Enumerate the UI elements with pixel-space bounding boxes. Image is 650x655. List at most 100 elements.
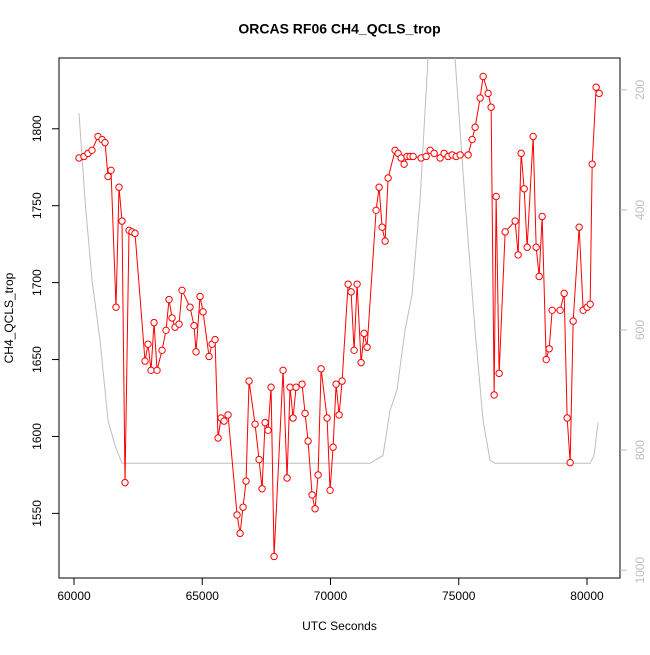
data-point [261, 418, 269, 427]
data-point [372, 206, 380, 215]
y-tick-label: 1650 [30, 346, 44, 373]
data-point [517, 149, 525, 158]
data-point [353, 280, 361, 288]
data-point [575, 223, 583, 231]
data-point [532, 243, 540, 251]
data-point [245, 377, 253, 385]
data-point [381, 237, 389, 245]
data-point [548, 306, 556, 315]
data-point [158, 346, 166, 355]
data-point [335, 411, 343, 419]
y-tick-label: 1700 [30, 269, 44, 296]
data-point [514, 251, 522, 259]
data-point [363, 343, 371, 351]
data-point [501, 228, 509, 236]
chart-title: ORCAS RF06 CH4_QCLS_trop [238, 21, 440, 37]
data-point [397, 154, 405, 162]
data-point [131, 229, 139, 238]
data-point [529, 132, 537, 141]
data-point [569, 317, 577, 325]
data-point [563, 414, 571, 422]
data-point [121, 478, 129, 487]
data-point [384, 174, 392, 182]
data-point [560, 289, 568, 298]
series-line [78, 76, 600, 557]
data-point [175, 320, 183, 328]
data-point [588, 160, 596, 168]
data-point [270, 552, 278, 561]
data-point [220, 417, 228, 425]
data-point [214, 434, 222, 442]
data-point [400, 160, 408, 168]
y-tick-label: 1550 [30, 500, 44, 527]
data-point [168, 314, 176, 322]
data-point [422, 152, 430, 161]
y-tick-label: 1600 [30, 423, 44, 450]
data-point [317, 365, 325, 373]
data-point [436, 154, 444, 162]
data-point [289, 414, 297, 422]
data-point [165, 295, 173, 304]
data-point [178, 286, 186, 295]
data-point [153, 366, 161, 375]
y-tick-label: 1750 [30, 192, 44, 219]
data-point [523, 243, 531, 251]
data-point [542, 355, 550, 364]
data-point [251, 420, 259, 428]
data-point [286, 383, 294, 391]
x-tick-label: 75000 [442, 589, 476, 603]
x-tick-label: 65000 [186, 589, 220, 603]
data-point [190, 321, 198, 330]
data-point [101, 138, 109, 147]
data-point [279, 366, 287, 375]
data-point [186, 303, 194, 311]
data-point [347, 288, 355, 296]
data-point [301, 409, 309, 418]
data-point [511, 217, 519, 225]
data-point [311, 505, 319, 513]
data-point [308, 491, 316, 499]
plot-area [75, 58, 603, 561]
data-point [490, 391, 498, 399]
data-point [107, 166, 115, 175]
data-point [199, 308, 207, 316]
data-point [112, 303, 120, 311]
y-tick-label: 1800 [30, 115, 44, 142]
data-point [487, 103, 495, 111]
data-point [430, 149, 438, 158]
data-point [535, 272, 543, 281]
data-point [267, 383, 275, 391]
data-point [239, 503, 247, 511]
data-point [566, 458, 574, 467]
data-point [479, 72, 487, 81]
data-point [538, 212, 546, 221]
data-point [471, 123, 479, 131]
y2-tick-label: 1000 [633, 557, 647, 584]
data-point [586, 300, 594, 308]
data-point [144, 340, 152, 348]
data-point [205, 352, 213, 361]
data-point [350, 346, 358, 355]
data-point [196, 292, 204, 301]
y2-tick-label: 600 [633, 320, 647, 340]
data-point [192, 348, 200, 356]
x-tick-label: 80000 [570, 589, 604, 603]
data-point [292, 383, 300, 391]
data-point [298, 380, 306, 388]
x-tick-label: 70000 [314, 589, 348, 603]
series-line [78, 58, 599, 464]
data-point [242, 477, 250, 485]
data-point [314, 471, 322, 479]
data-point [255, 455, 263, 464]
data-point [162, 326, 170, 335]
y-axis-title: CH4_QCLS_trop [2, 272, 16, 363]
data-point [545, 345, 553, 353]
data-point [476, 94, 484, 102]
x-axis-title: UTC Seconds [302, 619, 377, 633]
data-point [484, 89, 492, 98]
data-point [592, 83, 600, 91]
data-point [492, 192, 500, 201]
data-point [304, 437, 312, 445]
data-point [283, 474, 291, 482]
data-point [326, 486, 334, 495]
